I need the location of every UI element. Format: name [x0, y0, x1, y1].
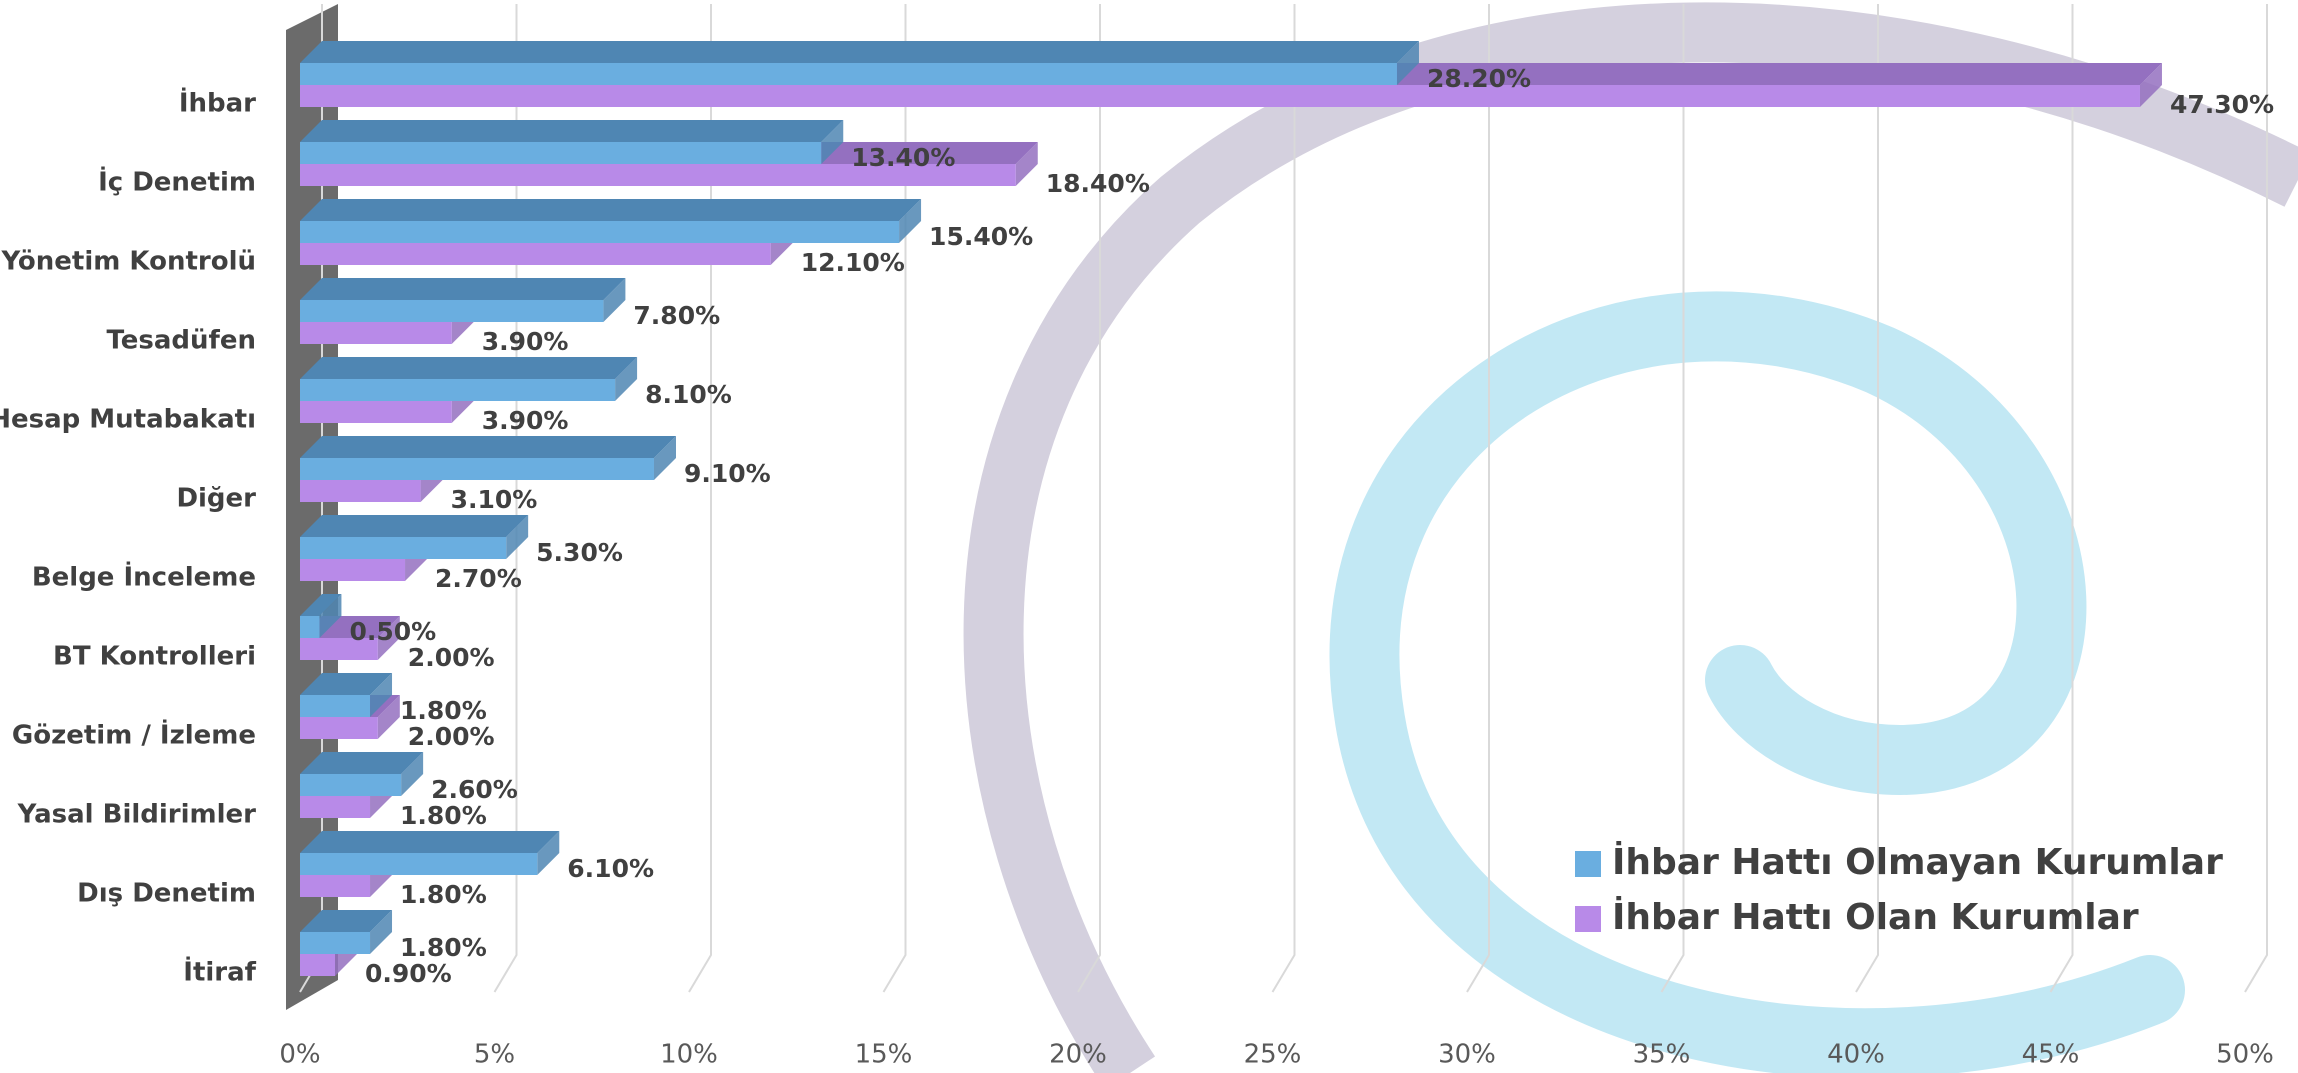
bar: [300, 853, 537, 875]
x-tick-label: 20%: [1049, 1040, 1107, 1070]
y-tick-label: Yasal Bildirimler: [17, 800, 257, 830]
value-label: 1.80%: [400, 933, 487, 962]
bar: [300, 774, 401, 796]
y-tick-label: İç Denetim: [98, 166, 256, 198]
value-label: 1.80%: [400, 801, 487, 830]
value-label: 2.60%: [431, 775, 518, 804]
value-label: 0.50%: [349, 617, 436, 646]
x-tick-label: 45%: [2022, 1040, 2080, 1070]
chart: 0% 5% 10% 15% 20% 25% 30% 35% 40% 45% 50% İhbar 28.2…: [0, 0, 2298, 1073]
value-label: 7.80%: [633, 301, 720, 330]
bar: [300, 142, 821, 164]
legend-label: İhbar Hattı Olmayan Kurumlar: [1612, 841, 2223, 883]
bar: [300, 379, 615, 401]
x-tick-label: 10%: [660, 1040, 718, 1070]
x-tick-label: 40%: [1827, 1040, 1885, 1070]
bar: [300, 932, 370, 954]
bar: [300, 796, 370, 818]
bar-top: [300, 199, 921, 221]
bar: [300, 875, 370, 897]
bar: [300, 559, 405, 581]
value-label: 3.90%: [482, 406, 569, 435]
y-tick-label: İtiraf: [183, 956, 256, 988]
value-label: 12.10%: [801, 248, 905, 277]
bar: [300, 616, 319, 638]
y-tick-label: Dış Denetim: [77, 879, 256, 909]
bar-top: [300, 515, 528, 537]
x-tick-label: 15%: [855, 1040, 913, 1070]
value-label: 15.40%: [929, 222, 1033, 251]
value-label: 2.00%: [408, 722, 495, 751]
bar: [300, 63, 1397, 85]
value-label: 28.20%: [1427, 64, 1531, 93]
y-tick-label: Diğer: [176, 484, 256, 514]
bar: [300, 401, 452, 423]
y-tick-label: BT Kontrolleri: [53, 642, 256, 672]
value-label: 1.80%: [400, 696, 487, 725]
value-label: 3.10%: [451, 485, 538, 514]
bar-top: [300, 120, 843, 142]
bar: [300, 537, 506, 559]
x-tick-label: 50%: [2216, 1040, 2274, 1070]
bar-top: [300, 436, 676, 458]
bar: [300, 85, 2140, 107]
bar-top: [300, 357, 637, 379]
value-label: 9.10%: [684, 459, 771, 488]
value-label: 13.40%: [851, 143, 955, 172]
value-label: 2.00%: [408, 643, 495, 672]
y-tick-label: Hesap Mutabakatı: [0, 405, 256, 435]
bar: [300, 221, 899, 243]
bar-top: [300, 831, 559, 853]
y-tick-label: Gözetim / İzleme: [12, 719, 256, 751]
value-label: 6.10%: [567, 854, 654, 883]
x-tick-label: 5%: [474, 1040, 515, 1070]
bar: [300, 480, 421, 502]
value-label: 8.10%: [645, 380, 732, 409]
value-label: 1.80%: [400, 880, 487, 909]
value-label: 3.90%: [482, 327, 569, 356]
x-tick-label: 25%: [1244, 1040, 1302, 1070]
value-label: 47.30%: [2170, 90, 2274, 119]
legend-swatch: [1575, 906, 1601, 932]
y-tick-label: Yönetim Kontrolü: [0, 247, 256, 277]
value-label: 5.30%: [536, 538, 623, 567]
x-tick-label: 35%: [1633, 1040, 1691, 1070]
bar: [300, 954, 335, 976]
value-label: 0.90%: [365, 959, 452, 988]
legend-label: İhbar Hattı Olan Kurumlar: [1612, 896, 2139, 938]
value-label: 2.70%: [435, 564, 522, 593]
legend-swatch: [1575, 851, 1601, 877]
grid-line: [1078, 4, 1100, 992]
bar-top: [300, 41, 1419, 63]
bar: [300, 243, 771, 265]
x-tick-label: 30%: [1438, 1040, 1496, 1070]
y-tick-label: Belge İnceleme: [32, 561, 256, 593]
x-tick-label: 0%: [279, 1040, 320, 1070]
y-tick-label: Tesadüfen: [106, 326, 256, 356]
bar: [300, 717, 378, 739]
grid-line: [1467, 4, 1489, 992]
bar-top: [300, 278, 625, 300]
value-label: 18.40%: [1046, 169, 1150, 198]
bar: [300, 458, 654, 480]
bar: [300, 322, 452, 344]
bar: [300, 300, 603, 322]
bar: [300, 695, 370, 717]
y-tick-label: İhbar: [179, 87, 256, 119]
